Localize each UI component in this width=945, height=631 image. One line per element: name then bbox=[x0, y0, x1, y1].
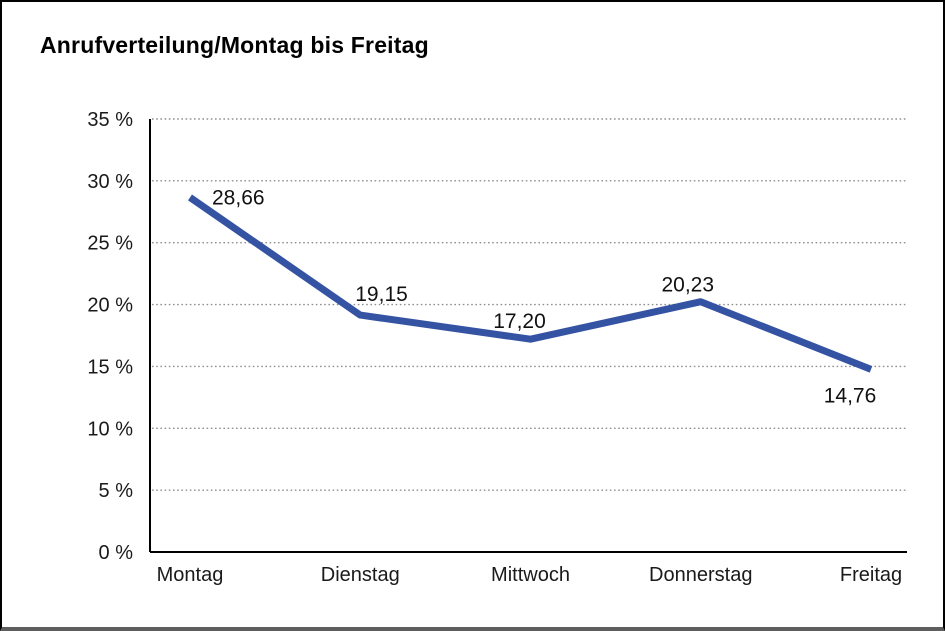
y-tick-label: 0 % bbox=[99, 542, 134, 564]
y-tick-label: 30 % bbox=[87, 171, 133, 193]
y-tick-label: 15 % bbox=[87, 356, 133, 378]
data-point-label: 17,20 bbox=[493, 310, 546, 333]
data-point-label: 20,23 bbox=[661, 274, 714, 297]
y-tick-label: 20 % bbox=[87, 295, 133, 317]
x-category-label: Freitag bbox=[840, 564, 902, 586]
data-point-label: 14,76 bbox=[824, 384, 877, 407]
x-category-label: Dienstag bbox=[321, 564, 400, 586]
series-line bbox=[188, 194, 873, 373]
data-point-label: 28,66 bbox=[212, 186, 265, 209]
y-tick-label: 35 % bbox=[87, 109, 133, 131]
x-category-label: Donnerstag bbox=[649, 564, 752, 586]
data-point-label: 19,15 bbox=[355, 283, 408, 306]
y-tick-label: 10 % bbox=[87, 418, 133, 440]
y-tick-label: 5 % bbox=[99, 480, 134, 502]
y-tick-label: 25 % bbox=[87, 233, 133, 255]
x-category-label: Mittwoch bbox=[491, 564, 570, 586]
x-category-label: Montag bbox=[157, 564, 224, 586]
chart-title: Anrufverteilung/Montag bis Freitag bbox=[40, 32, 429, 58]
